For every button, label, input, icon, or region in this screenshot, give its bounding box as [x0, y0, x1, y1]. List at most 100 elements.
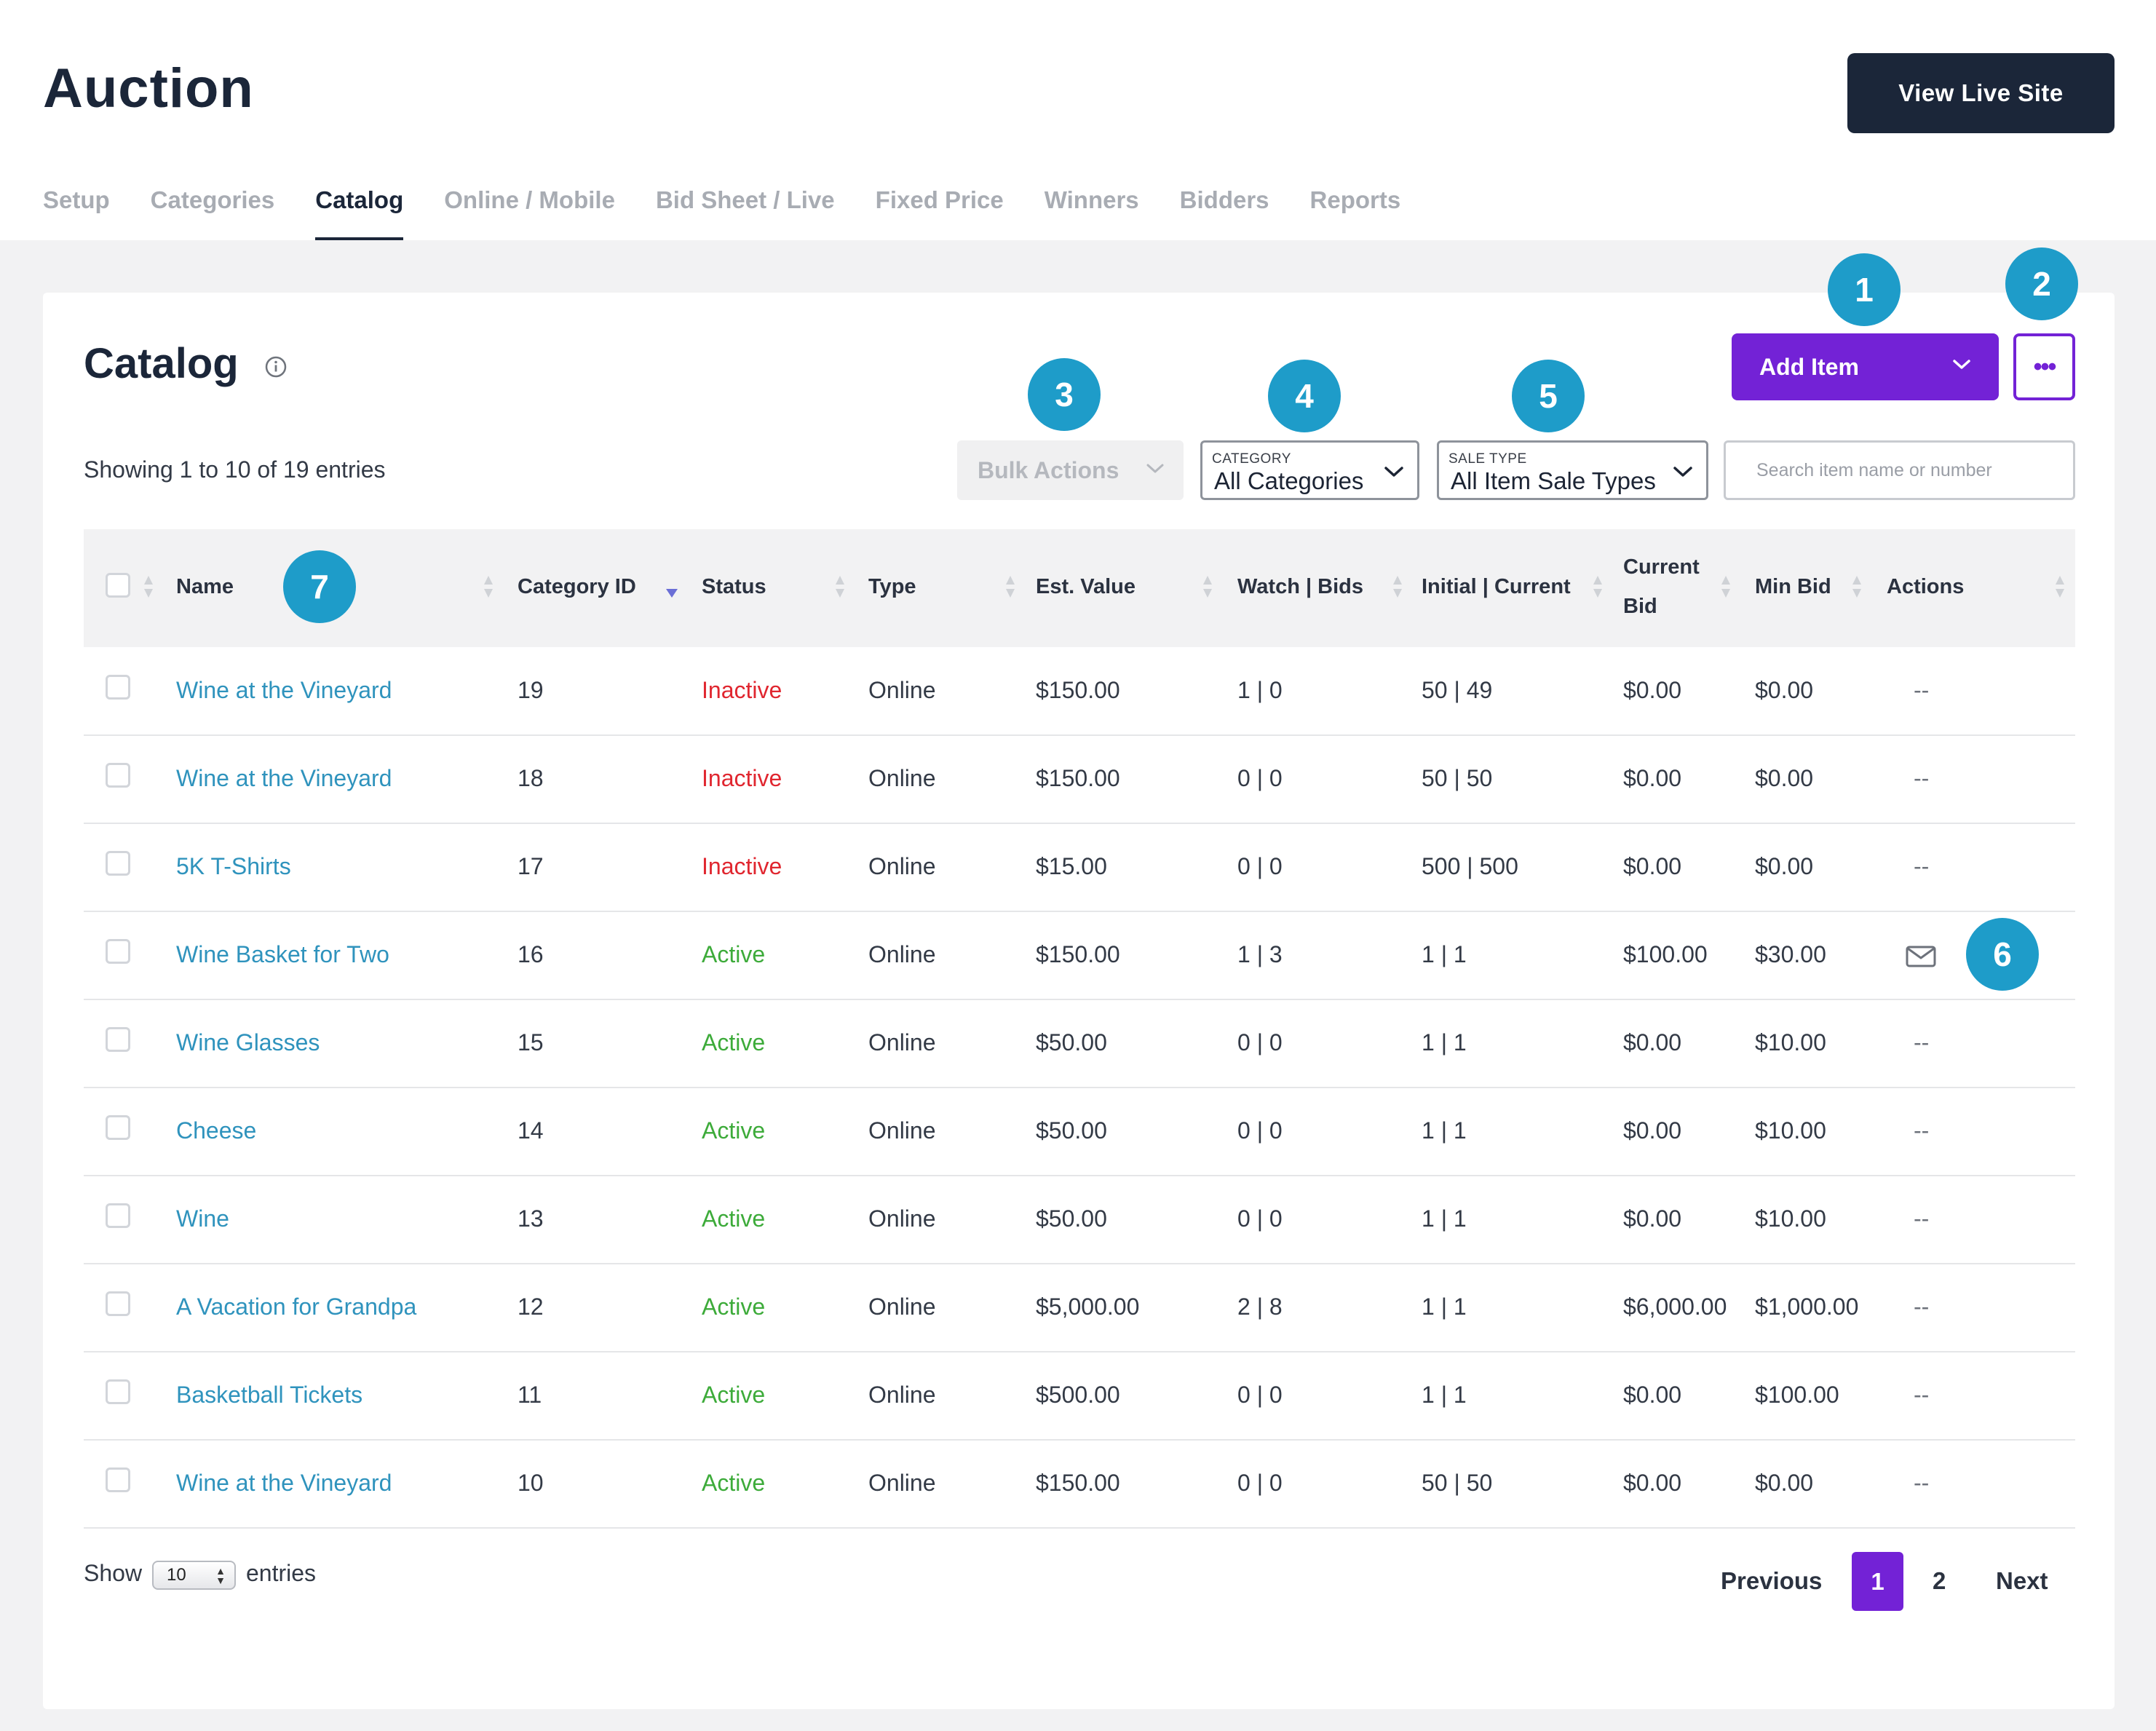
column-header-type[interactable]: Type — [868, 575, 916, 598]
cell-initial-current: 50 | 50 — [1422, 1470, 1493, 1496]
callout-marker-7: 7 — [283, 550, 356, 623]
cell-min-bid: $1,000.00 — [1755, 1294, 1859, 1320]
column-header-watch-bids[interactable]: Watch | Bids — [1237, 575, 1363, 598]
column-header-category-id[interactable]: Category ID — [518, 575, 636, 598]
add-item-button[interactable]: Add Item — [1732, 333, 1999, 400]
info-circle-icon[interactable] — [264, 355, 288, 379]
sort-both-icon[interactable] — [483, 574, 494, 599]
category-filter-select[interactable]: CATEGORY All Categories — [1200, 440, 1419, 500]
column-header-min-bid[interactable]: Min Bid — [1755, 575, 1831, 598]
table-row: A Vacation for Grandpa 12 Active Online $5,0… — [84, 1264, 2075, 1352]
cell-category-id: 15 — [518, 1029, 544, 1055]
cell-category-id: 13 — [518, 1205, 544, 1232]
cell-watch-bids: 2 | 8 — [1237, 1294, 1283, 1320]
row-checkbox[interactable] — [106, 1291, 130, 1316]
row-checkbox[interactable] — [106, 1379, 130, 1404]
cell-category-id: 18 — [518, 765, 544, 791]
cell-category-id: 16 — [518, 941, 544, 967]
search-input[interactable]: Search item name or number — [1724, 440, 2075, 500]
cell-initial-current: 1 | 1 — [1422, 941, 1467, 967]
cell-watch-bids: 0 | 0 — [1237, 765, 1283, 791]
cell-type: Online — [868, 941, 936, 967]
cell-name[interactable]: Wine at the Vineyard — [176, 677, 392, 703]
cell-category-id: 11 — [518, 1382, 542, 1408]
search-placeholder: Search item name or number — [1756, 459, 1992, 480]
cell-name[interactable]: 5K T-Shirts — [176, 853, 291, 879]
column-header-current-bid-line2[interactable]: Bid — [1623, 595, 1657, 618]
tab-fixed-price[interactable]: Fixed Price — [875, 186, 1004, 213]
pagination-page-2[interactable]: 2 — [1933, 1567, 1946, 1594]
cell-min-bid: $10.00 — [1755, 1117, 1826, 1144]
pagination-page-1[interactable]: 1 — [1852, 1552, 1903, 1611]
cell-name[interactable]: Wine Basket for Two — [176, 941, 389, 967]
mail-icon[interactable] — [1906, 946, 1936, 967]
cell-est-value: $50.00 — [1036, 1029, 1107, 1055]
cell-est-value: $15.00 — [1036, 853, 1107, 879]
tab-reports[interactable]: Reports — [1309, 186, 1401, 213]
table-row: Wine Basket for Two 16 Active Online $150.00… — [84, 912, 2075, 1000]
pagination-next[interactable]: Next — [1996, 1567, 2048, 1594]
tab-setup[interactable]: Setup — [43, 186, 110, 213]
cell-min-bid: $0.00 — [1755, 853, 1814, 879]
cell-actions: -- — [1914, 1117, 1930, 1144]
page-size-select[interactable]: 10 ▲ ▼ — [152, 1561, 236, 1590]
cell-initial-current: 1 | 1 — [1422, 1205, 1467, 1232]
sort-both-icon[interactable] — [835, 574, 845, 599]
cell-current-bid: $0.00 — [1623, 1470, 1682, 1496]
cell-status: Active — [702, 1470, 766, 1496]
row-checkbox[interactable] — [106, 1027, 130, 1052]
tab-online-mobile[interactable]: Online / Mobile — [444, 186, 615, 213]
sort-both-icon[interactable] — [1392, 574, 1403, 599]
sale-type-filter-select[interactable]: SALE TYPE All Item Sale Types — [1437, 440, 1708, 500]
tab-winners[interactable]: Winners — [1044, 186, 1139, 213]
cell-watch-bids: 1 | 3 — [1237, 941, 1283, 967]
sort-both-icon[interactable] — [1202, 574, 1213, 599]
cell-watch-bids: 1 | 0 — [1237, 677, 1283, 703]
tab-categories[interactable]: Categories — [150, 186, 275, 213]
cell-name[interactable]: Wine at the Vineyard — [176, 765, 392, 791]
row-checkbox[interactable] — [106, 675, 130, 700]
cell-est-value: $500.00 — [1036, 1382, 1120, 1408]
sort-both-icon[interactable] — [1852, 574, 1862, 599]
callout-marker-2: 2 — [2005, 247, 2078, 320]
column-header-est-value[interactable]: Est. Value — [1036, 575, 1136, 598]
cell-current-bid: $6,000.00 — [1623, 1294, 1727, 1320]
column-header-actions[interactable]: Actions — [1887, 575, 1965, 598]
cell-est-value: $50.00 — [1036, 1205, 1107, 1232]
pagination-previous[interactable]: Previous — [1721, 1567, 1823, 1594]
column-header-current-bid[interactable]: Current — [1623, 555, 1700, 579]
sort-both-icon[interactable] — [143, 574, 154, 599]
column-header-status[interactable]: Status — [702, 575, 766, 598]
cell-name[interactable]: Wine — [176, 1205, 229, 1232]
row-checkbox[interactable] — [106, 1203, 130, 1228]
sort-both-icon[interactable] — [1005, 574, 1015, 599]
cell-name[interactable]: Wine at the Vineyard — [176, 1470, 392, 1496]
cell-actions: -- — [1914, 1470, 1930, 1496]
cell-name[interactable]: Basketball Tickets — [176, 1382, 363, 1408]
sort-both-icon[interactable] — [1593, 574, 1603, 599]
tab-bidders[interactable]: Bidders — [1179, 186, 1269, 213]
row-checkbox[interactable] — [106, 939, 130, 964]
cell-name[interactable]: Wine Glasses — [176, 1029, 320, 1055]
column-header-initial-current[interactable]: Initial | Current — [1422, 575, 1571, 598]
sort-both-icon[interactable] — [1721, 574, 1731, 599]
sort-descending-icon[interactable] — [665, 588, 678, 598]
cell-status: Active — [702, 1294, 766, 1320]
column-header-name[interactable]: Name — [176, 575, 234, 598]
callout-marker-3: 3 — [1028, 358, 1101, 431]
cell-status: Inactive — [702, 677, 782, 703]
row-checkbox[interactable] — [106, 851, 130, 876]
sort-both-icon[interactable] — [2055, 574, 2065, 599]
row-checkbox[interactable] — [106, 1467, 130, 1492]
cell-name[interactable]: A Vacation for Grandpa — [176, 1294, 417, 1320]
tab-bid-sheet-live[interactable]: Bid Sheet / Live — [655, 186, 835, 213]
cell-name[interactable]: Cheese — [176, 1117, 257, 1144]
row-checkbox[interactable] — [106, 763, 130, 788]
cell-category-id: 17 — [518, 853, 544, 879]
bulk-actions-dropdown[interactable]: Bulk Actions — [957, 440, 1184, 500]
row-checkbox[interactable] — [106, 1115, 130, 1140]
view-live-site-button[interactable]: View Live Site — [1847, 53, 2115, 133]
tab-catalog[interactable]: Catalog — [315, 182, 404, 240]
select-all-checkbox[interactable] — [106, 573, 130, 598]
more-options-button[interactable]: ••• — [2013, 333, 2075, 400]
